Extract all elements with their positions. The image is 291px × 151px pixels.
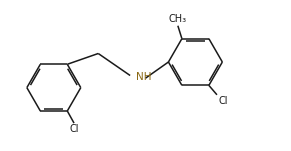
Text: Cl: Cl (218, 96, 228, 106)
Text: CH₃: CH₃ (169, 14, 187, 24)
Text: NH: NH (136, 72, 152, 82)
Text: Cl: Cl (69, 124, 79, 135)
